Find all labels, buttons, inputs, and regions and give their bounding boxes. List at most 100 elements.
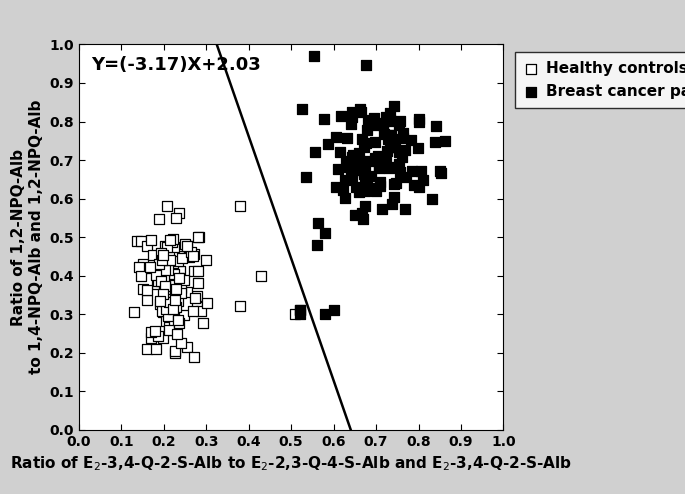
Healthy controls: [159, 295, 170, 303]
Healthy controls: [164, 323, 175, 331]
Breast cancer patients: [358, 215, 369, 223]
Breast cancer patients: [414, 119, 425, 126]
Healthy controls: [191, 303, 202, 311]
Healthy controls: [164, 288, 175, 296]
Healthy controls: [192, 233, 203, 241]
Healthy controls: [155, 277, 166, 285]
Breast cancer patients: [330, 133, 341, 141]
Breast cancer patients: [356, 135, 367, 143]
Breast cancer patients: [401, 172, 412, 180]
Breast cancer patients: [353, 149, 364, 157]
Breast cancer patients: [345, 167, 356, 175]
Breast cancer patients: [347, 153, 358, 161]
Breast cancer patients: [358, 167, 369, 175]
Breast cancer patients: [394, 148, 405, 156]
Healthy controls: [169, 270, 179, 278]
Healthy controls: [160, 305, 171, 313]
Breast cancer patients: [385, 109, 396, 117]
Healthy controls: [171, 273, 182, 281]
Healthy controls: [164, 298, 175, 306]
Breast cancer patients: [413, 144, 424, 152]
Healthy controls: [162, 290, 173, 298]
Healthy controls: [175, 289, 186, 297]
Healthy controls: [164, 259, 175, 267]
Breast cancer patients: [397, 129, 408, 137]
Healthy controls: [153, 277, 164, 285]
Healthy controls: [152, 280, 163, 288]
Breast cancer patients: [351, 183, 362, 191]
Healthy controls: [181, 242, 192, 250]
Breast cancer patients: [388, 138, 399, 146]
Text: Y=(-3.17)X+2.03: Y=(-3.17)X+2.03: [92, 56, 261, 74]
Breast cancer patients: [371, 187, 382, 195]
Breast cancer patients: [319, 229, 330, 237]
Healthy controls: [192, 279, 203, 287]
Breast cancer patients: [393, 121, 404, 129]
Breast cancer patients: [360, 61, 371, 69]
Healthy controls: [192, 292, 203, 300]
Breast cancer patients: [388, 180, 399, 188]
Breast cancer patients: [342, 134, 353, 142]
Breast cancer patients: [354, 105, 365, 113]
Healthy controls: [170, 347, 181, 355]
Breast cancer patients: [354, 188, 365, 196]
Healthy controls: [145, 334, 156, 342]
Breast cancer patients: [368, 121, 379, 128]
Breast cancer patients: [369, 138, 380, 146]
Breast cancer patients: [360, 202, 371, 210]
Breast cancer patients: [406, 135, 416, 143]
Breast cancer patients: [415, 167, 426, 175]
Healthy controls: [171, 303, 182, 311]
Breast cancer patients: [310, 148, 321, 156]
Breast cancer patients: [346, 114, 357, 122]
Breast cancer patients: [347, 168, 358, 176]
Healthy controls: [164, 249, 175, 257]
Breast cancer patients: [408, 181, 419, 189]
Healthy controls: [188, 307, 199, 315]
Breast cancer patients: [328, 306, 339, 314]
Healthy controls: [175, 339, 186, 347]
Breast cancer patients: [385, 143, 396, 151]
Healthy controls: [158, 273, 169, 281]
Breast cancer patients: [360, 173, 371, 181]
Breast cancer patients: [347, 151, 358, 159]
Healthy controls: [160, 287, 171, 295]
Breast cancer patients: [339, 176, 350, 184]
Healthy controls: [177, 254, 188, 262]
Healthy controls: [141, 344, 152, 352]
Breast cancer patients: [357, 158, 368, 165]
Breast cancer patients: [388, 102, 399, 110]
Breast cancer patients: [386, 200, 397, 208]
Breast cancer patients: [339, 194, 350, 202]
Breast cancer patients: [395, 168, 406, 176]
Breast cancer patients: [360, 139, 371, 147]
Healthy controls: [169, 243, 179, 250]
Breast cancer patients: [360, 165, 371, 173]
Healthy controls: [162, 262, 173, 270]
Healthy controls: [174, 267, 185, 275]
Breast cancer patients: [350, 211, 361, 219]
Healthy controls: [145, 236, 156, 244]
Breast cancer patients: [366, 172, 377, 180]
Healthy controls: [173, 319, 184, 327]
Breast cancer patients: [387, 135, 398, 143]
Healthy controls: [141, 242, 152, 250]
Breast cancer patients: [388, 143, 399, 151]
Healthy controls: [158, 251, 169, 259]
Breast cancer patients: [297, 105, 308, 113]
Breast cancer patients: [435, 166, 446, 174]
Healthy controls: [169, 317, 180, 325]
Healthy controls: [150, 327, 161, 334]
Healthy controls: [155, 248, 166, 256]
Breast cancer patients: [311, 241, 322, 249]
Breast cancer patients: [346, 121, 357, 128]
Breast cancer patients: [333, 165, 344, 172]
Healthy controls: [182, 242, 192, 250]
Healthy controls: [166, 238, 177, 246]
Healthy controls: [155, 300, 166, 308]
Breast cancer patients: [337, 186, 348, 194]
Healthy controls: [163, 266, 174, 274]
Healthy controls: [294, 306, 305, 314]
Breast cancer patients: [335, 148, 346, 156]
Breast cancer patients: [336, 112, 347, 120]
